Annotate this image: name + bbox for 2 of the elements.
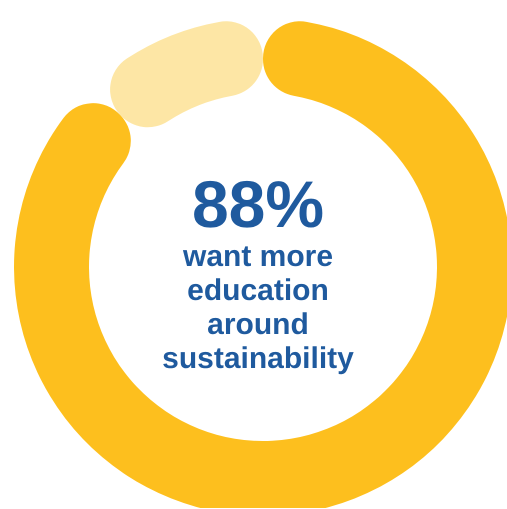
text: want more education around sustainability <box>161 240 355 376</box>
data-label: 88% <box>190 167 326 241</box>
